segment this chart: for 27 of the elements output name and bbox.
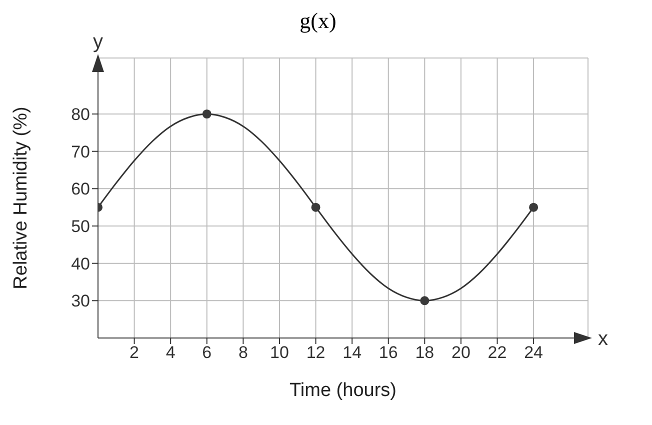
y-axis-title: Relative Humidity (%) <box>10 106 32 290</box>
x-axis-title: Time (hours) <box>290 380 396 401</box>
y-tick-label: 40 <box>71 254 90 274</box>
x-tick-label: 22 <box>488 343 507 362</box>
point <box>311 202 320 212</box>
x-tick-label: 16 <box>378 343 398 362</box>
text: y <box>93 31 103 53</box>
y-tick-label: 60 <box>71 180 90 199</box>
chart-title: g(x) <box>300 8 336 33</box>
point <box>420 296 430 306</box>
x-tick-label: 14 <box>342 343 362 362</box>
x-tick-label: 2 <box>130 343 140 362</box>
point <box>529 202 538 212</box>
x-tick-label: 18 <box>415 343 434 362</box>
text: x <box>598 328 608 350</box>
y-tick-label: 50 <box>71 217 90 236</box>
x-tick-label: 10 <box>270 343 289 362</box>
x-tick-label: 24 <box>524 343 544 362</box>
y-tick-label: 30 <box>71 292 90 311</box>
point <box>202 109 212 119</box>
x-tick-label: 4 <box>166 343 176 362</box>
x-tick-label: 8 <box>238 343 248 362</box>
x-tick-label: 20 <box>452 343 470 362</box>
y-tick-label: 70 <box>71 142 90 162</box>
y-tick-label: 80 <box>71 105 90 124</box>
x-tick-label: 6 <box>202 343 212 362</box>
x-tick-label: 12 <box>306 343 326 362</box>
